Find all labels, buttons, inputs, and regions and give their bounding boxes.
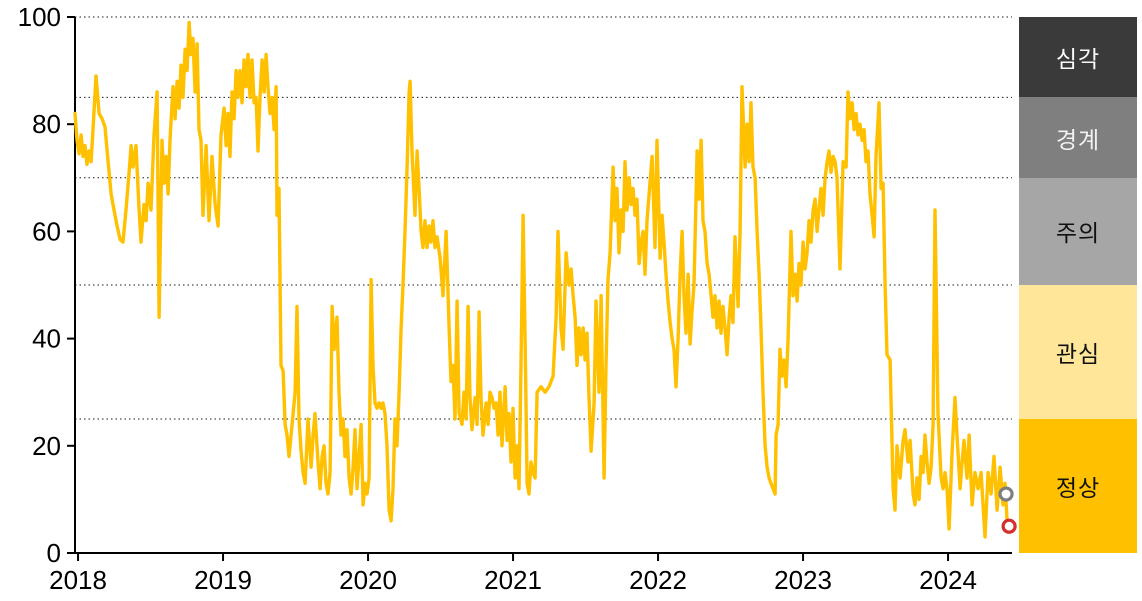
y-tick-label: 100 xyxy=(18,2,61,32)
x-tick-label: 2021 xyxy=(484,565,542,595)
legend-zone-주의: 주의 xyxy=(1019,177,1137,285)
x-tick-label: 2022 xyxy=(629,565,687,595)
x-tick-label: 2019 xyxy=(194,565,252,595)
legend-zone-정상: 정상 xyxy=(1019,419,1137,553)
legend-zone-심각: 심각 xyxy=(1019,17,1137,98)
x-tick-label: 2018 xyxy=(49,565,107,595)
risk-zone-legend: 심각 경계 주의 관심 정상 xyxy=(1019,17,1137,553)
x-tick-label: 2024 xyxy=(919,565,977,595)
y-tick-label: 60 xyxy=(32,216,61,246)
x-tick-label: 2023 xyxy=(774,565,832,595)
endpoint-marker-previous xyxy=(998,486,1014,502)
y-tick-label: 40 xyxy=(32,324,61,354)
y-tick-label: 80 xyxy=(32,109,61,139)
y-tick-label: 0 xyxy=(47,538,61,568)
legend-zone-경계: 경계 xyxy=(1019,97,1137,178)
legend-zone-관심: 관심 xyxy=(1019,285,1137,419)
x-tick-label: 2020 xyxy=(339,565,397,595)
y-tick-label: 20 xyxy=(32,431,61,461)
endpoint-marker-latest xyxy=(1001,518,1017,534)
stress-index-line xyxy=(73,20,1011,539)
